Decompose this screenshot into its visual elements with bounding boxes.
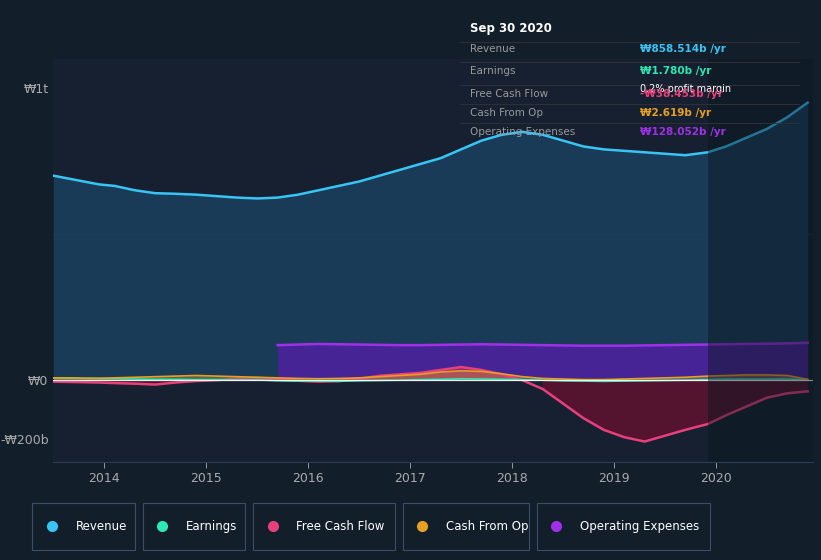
Text: 0.2% profit margin: 0.2% profit margin: [640, 84, 732, 94]
Text: ₩128.052b /yr: ₩128.052b /yr: [640, 127, 726, 137]
Text: Free Cash Flow: Free Cash Flow: [296, 520, 384, 533]
Text: ₩1.780b /yr: ₩1.780b /yr: [640, 66, 712, 76]
Text: Cash From Op: Cash From Op: [446, 520, 529, 533]
Text: ₩858.514b /yr: ₩858.514b /yr: [640, 44, 726, 54]
Text: Earnings: Earnings: [186, 520, 237, 533]
Text: Operating Expenses: Operating Expenses: [470, 127, 576, 137]
Text: Revenue: Revenue: [76, 520, 127, 533]
Text: Earnings: Earnings: [470, 66, 516, 76]
Text: Operating Expenses: Operating Expenses: [580, 520, 699, 533]
Text: Revenue: Revenue: [470, 44, 516, 54]
Text: Free Cash Flow: Free Cash Flow: [470, 90, 548, 100]
Text: ₩2.619b /yr: ₩2.619b /yr: [640, 108, 711, 118]
Bar: [708, 59, 813, 462]
Text: -₩38.453b /yr: -₩38.453b /yr: [640, 90, 723, 100]
Text: Sep 30 2020: Sep 30 2020: [470, 22, 552, 35]
Text: Cash From Op: Cash From Op: [470, 108, 544, 118]
